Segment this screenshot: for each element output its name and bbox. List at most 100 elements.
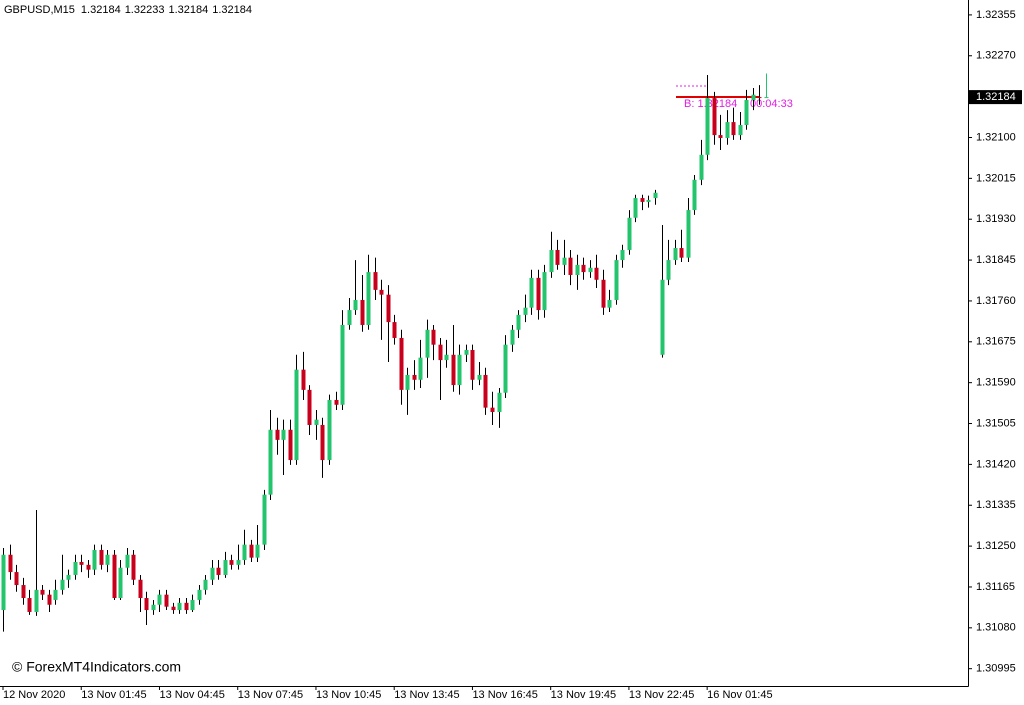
candle-body bbox=[764, 97, 769, 99]
x-tick-label: 13 Nov 04:45 bbox=[159, 689, 224, 701]
candle-body bbox=[607, 299, 612, 308]
y-tick-label: 1.31505 bbox=[976, 417, 1016, 429]
x-tick-label: 13 Nov 13:45 bbox=[394, 689, 459, 701]
candle-body bbox=[757, 97, 762, 99]
last-high: 1.32233 bbox=[125, 4, 165, 16]
candle-body bbox=[588, 267, 593, 273]
candle-body bbox=[294, 369, 299, 461]
candle-body bbox=[21, 585, 26, 599]
y-tick-label: 1.32355 bbox=[976, 9, 1016, 21]
candle-body bbox=[594, 267, 599, 280]
candle-body bbox=[53, 589, 58, 600]
candle-body bbox=[470, 349, 475, 380]
candle-body bbox=[288, 429, 293, 461]
price-tag-label: 1.32184 bbox=[976, 91, 1016, 103]
candle-body bbox=[738, 124, 743, 136]
candle-body bbox=[725, 122, 730, 138]
candle-body bbox=[255, 544, 260, 558]
candle-body bbox=[197, 589, 202, 600]
y-tick-label: 1.32100 bbox=[976, 131, 1016, 143]
candle-body bbox=[444, 354, 449, 361]
last-open: 1.32184 bbox=[81, 4, 121, 16]
candle-body bbox=[529, 277, 534, 308]
candle-body bbox=[483, 374, 488, 408]
candle-body bbox=[118, 567, 123, 599]
candle-body bbox=[360, 299, 365, 325]
chart-title: GBPUSD,M15 1.32184 1.32233 1.32184 1.32184 bbox=[4, 4, 252, 16]
x-tick-label: 13 Nov 10:45 bbox=[316, 689, 381, 701]
candle-body bbox=[8, 554, 13, 573]
candle-body bbox=[686, 210, 691, 258]
y-tick-label: 1.31675 bbox=[976, 336, 1016, 348]
candle-body bbox=[353, 299, 358, 311]
candle-body bbox=[516, 314, 521, 330]
candle-body bbox=[92, 549, 97, 570]
candle-body bbox=[307, 389, 312, 425]
candle-body bbox=[125, 554, 130, 568]
candle-body bbox=[392, 322, 397, 338]
candle-body bbox=[1, 554, 6, 611]
candle-body bbox=[523, 307, 528, 315]
candle-body bbox=[334, 399, 339, 405]
candle-body bbox=[731, 122, 736, 136]
copyright: © ForexMT4Indicators.com bbox=[12, 659, 181, 675]
candle-body bbox=[223, 560, 228, 575]
candle-body bbox=[438, 344, 443, 361]
candle-body bbox=[620, 249, 625, 261]
candle-body bbox=[633, 198, 638, 218]
candle-body bbox=[301, 369, 306, 390]
candle-body bbox=[27, 598, 32, 612]
y-tick-label: 1.30995 bbox=[976, 663, 1016, 675]
y-tick-label: 1.31165 bbox=[976, 581, 1015, 593]
candle-body bbox=[314, 419, 319, 425]
candle-body bbox=[105, 554, 110, 565]
candle-body bbox=[60, 579, 65, 590]
candle-body bbox=[210, 567, 215, 580]
candle-body bbox=[79, 561, 84, 565]
candle-body bbox=[640, 198, 645, 202]
candle-body bbox=[249, 544, 254, 558]
y-tick-label: 1.31335 bbox=[976, 499, 1016, 511]
candle-body bbox=[744, 99, 749, 125]
candle-body bbox=[151, 604, 156, 611]
candle-body bbox=[262, 494, 267, 545]
candle-body bbox=[99, 549, 104, 565]
candle-body bbox=[347, 310, 352, 325]
x-tick-label: 13 Nov 22:45 bbox=[629, 689, 694, 701]
candle-body bbox=[418, 357, 423, 380]
y-tick-label: 1.31250 bbox=[976, 540, 1016, 552]
candle-body bbox=[203, 579, 208, 590]
candle-body bbox=[177, 602, 182, 611]
last-low: 1.32184 bbox=[168, 4, 208, 16]
candle-body bbox=[229, 560, 234, 565]
candle-body bbox=[457, 354, 462, 386]
candle-body bbox=[666, 260, 671, 280]
y-tick-label: 1.31420 bbox=[976, 458, 1016, 470]
candle-body bbox=[712, 98, 717, 136]
candle-body bbox=[281, 429, 286, 440]
x-tick-label: 13 Nov 16:45 bbox=[472, 689, 537, 701]
candle-body bbox=[627, 217, 632, 250]
candle-body bbox=[379, 289, 384, 295]
candle-body bbox=[497, 392, 502, 412]
candle-body bbox=[73, 561, 78, 575]
candle-body bbox=[542, 272, 547, 311]
candle-body bbox=[366, 272, 371, 325]
candle-body bbox=[190, 599, 195, 611]
candle-body bbox=[425, 329, 430, 358]
candle-body bbox=[536, 277, 541, 311]
candle-body bbox=[34, 589, 39, 612]
candle-body bbox=[673, 248, 678, 261]
candle-body bbox=[340, 324, 345, 405]
candle-body bbox=[399, 337, 404, 390]
x-tick-label: 12 Nov 2020 bbox=[3, 689, 65, 701]
candle-body bbox=[555, 249, 560, 265]
price-tag bbox=[969, 90, 1022, 105]
x-tick-label: 13 Nov 07:45 bbox=[238, 689, 303, 701]
candle-body bbox=[562, 257, 567, 265]
candle-body bbox=[47, 594, 52, 605]
candle-body bbox=[581, 264, 586, 273]
y-tick-label: 1.31590 bbox=[976, 377, 1016, 389]
candle-body bbox=[268, 429, 273, 495]
